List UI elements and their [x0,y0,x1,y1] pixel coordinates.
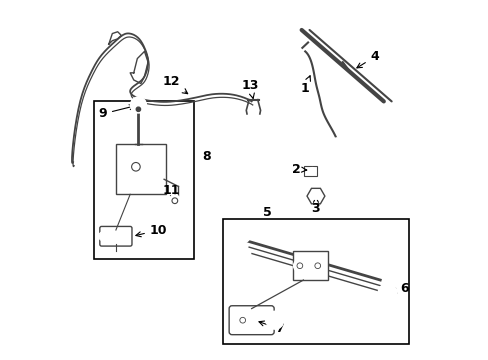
Bar [292,251,328,280]
Text: 2: 2 [292,163,306,176]
Text: 5: 5 [263,206,271,219]
FancyBboxPatch shape [229,306,274,335]
Text: 6: 6 [390,283,407,296]
Circle shape [330,138,343,151]
Circle shape [383,289,390,296]
Bar [116,144,165,194]
Text: 3: 3 [311,197,320,215]
Circle shape [378,284,395,301]
Circle shape [236,314,248,327]
Circle shape [130,97,146,113]
Circle shape [311,259,324,272]
Text: 12: 12 [162,75,187,94]
Text: 4: 4 [356,50,379,68]
Circle shape [136,107,140,111]
Circle shape [236,229,244,238]
Circle shape [312,193,319,200]
Bar [223,219,408,344]
Bar [94,102,194,258]
Text: 13: 13 [241,79,258,98]
Text: 1: 1 [300,76,310,95]
Circle shape [99,231,108,241]
Circle shape [169,195,180,206]
Circle shape [293,259,305,272]
Text: 8: 8 [202,150,211,163]
Circle shape [265,311,283,329]
Circle shape [308,167,315,175]
FancyBboxPatch shape [100,226,132,246]
Circle shape [230,224,250,244]
Text: 7: 7 [259,321,284,336]
Text: 9: 9 [98,105,134,120]
Bar [304,166,316,176]
Text: 11: 11 [162,184,180,200]
Text: 10: 10 [136,224,167,237]
